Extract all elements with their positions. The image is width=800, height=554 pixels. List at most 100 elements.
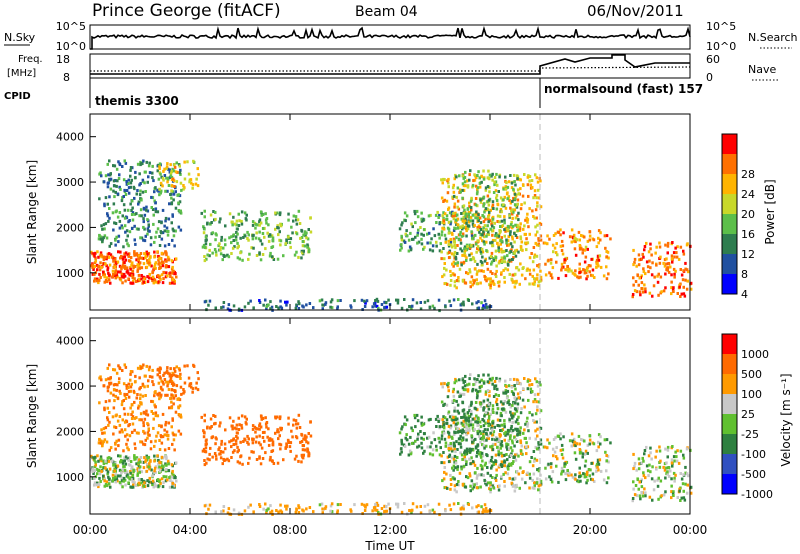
scatter-pixel <box>665 466 668 470</box>
scatter-pixel <box>420 237 423 241</box>
scatter-pixel <box>211 251 214 255</box>
scatter-pixel <box>685 447 689 451</box>
scatter-pixel <box>584 459 588 463</box>
scatter-pixel <box>573 236 576 240</box>
scatter-pixel <box>90 468 93 472</box>
scatter-pixel <box>303 434 307 438</box>
colorbar-segment <box>722 154 737 174</box>
scatter-pixel <box>536 384 540 388</box>
scatter-pixel <box>457 207 461 211</box>
scatter-pixel <box>119 474 122 478</box>
scatter-pixel <box>497 190 500 193</box>
scatter-pixel <box>107 477 111 481</box>
scatter-pixel <box>246 237 249 240</box>
scatter-pixel <box>108 363 111 367</box>
scatter-pixel <box>218 424 221 428</box>
scatter-pixel <box>564 478 568 482</box>
velocity-heatmap <box>90 363 693 517</box>
scatter-pixel <box>481 214 484 217</box>
scatter-pixel <box>108 467 112 471</box>
scatter-pixel <box>268 437 272 441</box>
scatter-pixel <box>112 272 115 276</box>
scatter-pixel <box>646 469 650 473</box>
scatter-pixel <box>503 195 506 199</box>
scatter-pixel <box>171 481 174 485</box>
scatter-pixel <box>140 440 144 444</box>
scatter-pixel <box>408 449 412 453</box>
scatter-pixel <box>494 189 498 193</box>
scatter-pixel <box>520 273 524 277</box>
scatter-pixel <box>196 184 200 188</box>
scatter-pixel <box>672 471 676 475</box>
scatter-pixel <box>227 459 231 463</box>
scatter-pixel <box>140 366 143 370</box>
ytick-label: 4000 <box>56 131 84 144</box>
scatter-pixel <box>476 430 479 433</box>
scatter-pixel <box>495 468 498 472</box>
scatter-pixel <box>141 190 145 194</box>
scatter-pixel <box>516 381 519 385</box>
scatter-pixel <box>461 423 465 427</box>
scatter-pixel <box>482 434 485 438</box>
scatter-pixel <box>122 203 126 207</box>
scatter-pixel <box>296 422 300 426</box>
scatter-pixel <box>469 462 472 466</box>
scatter-pixel <box>655 449 658 453</box>
scatter-pixel <box>113 368 117 372</box>
scatter-pixel <box>435 244 438 248</box>
scatter-pixel <box>180 188 183 192</box>
scatter-pixel <box>539 442 543 446</box>
scatter-pixel <box>104 400 108 404</box>
scatter-pixel <box>496 214 500 218</box>
scatter-pixel <box>444 441 448 445</box>
scatter-pixel <box>183 381 187 385</box>
scatter-pixel <box>593 276 596 279</box>
scatter-pixel <box>580 234 583 237</box>
scatter-pixel <box>282 458 285 462</box>
scatter-pixel <box>674 473 677 477</box>
scatter-pixel <box>98 482 101 486</box>
scatter-pixel <box>408 305 411 308</box>
scatter-pixel <box>113 469 116 473</box>
scatter-pixel <box>115 209 118 213</box>
scatter-pixel <box>519 452 523 455</box>
scatter-pixel <box>258 223 261 227</box>
scatter-pixel <box>486 267 490 271</box>
scatter-pixel <box>595 258 599 262</box>
scatter-pixel <box>483 509 487 513</box>
scatter-pixel <box>149 243 153 247</box>
scatter-pixel <box>514 197 517 201</box>
scatter-pixel <box>464 184 467 188</box>
scatter-pixel <box>686 474 690 478</box>
scatter-pixel <box>420 436 423 440</box>
scatter-pixel <box>116 464 120 468</box>
scatter-pixel <box>487 481 490 485</box>
scatter-pixel <box>251 438 254 442</box>
scatter-pixel <box>512 377 516 381</box>
scatter-pixel <box>670 273 673 277</box>
scatter-pixel <box>178 200 182 204</box>
scatter-pixel <box>471 244 475 248</box>
scatter-pixel <box>169 397 172 400</box>
scatter-pixel <box>232 419 235 423</box>
scatter-pixel <box>560 249 564 252</box>
scatter-pixel <box>568 439 572 443</box>
scatter-pixel <box>567 269 570 273</box>
scatter-pixel <box>511 212 514 216</box>
scatter-pixel <box>460 249 464 253</box>
scatter-pixel <box>492 461 495 465</box>
scatter-pixel <box>555 464 558 468</box>
scatter-pixel <box>483 478 486 482</box>
scatter-pixel <box>222 301 226 304</box>
scatter-pixel <box>510 413 513 417</box>
scatter-pixel <box>462 300 465 304</box>
scatter-pixel <box>122 399 125 402</box>
scatter-pixel <box>504 471 507 475</box>
scatter-pixel <box>103 438 107 442</box>
scatter-pixel <box>187 172 191 176</box>
beam-title: Beam 04 <box>355 4 418 20</box>
scatter-pixel <box>559 228 562 232</box>
scatter-pixel <box>457 298 460 301</box>
scatter-pixel <box>583 439 586 443</box>
